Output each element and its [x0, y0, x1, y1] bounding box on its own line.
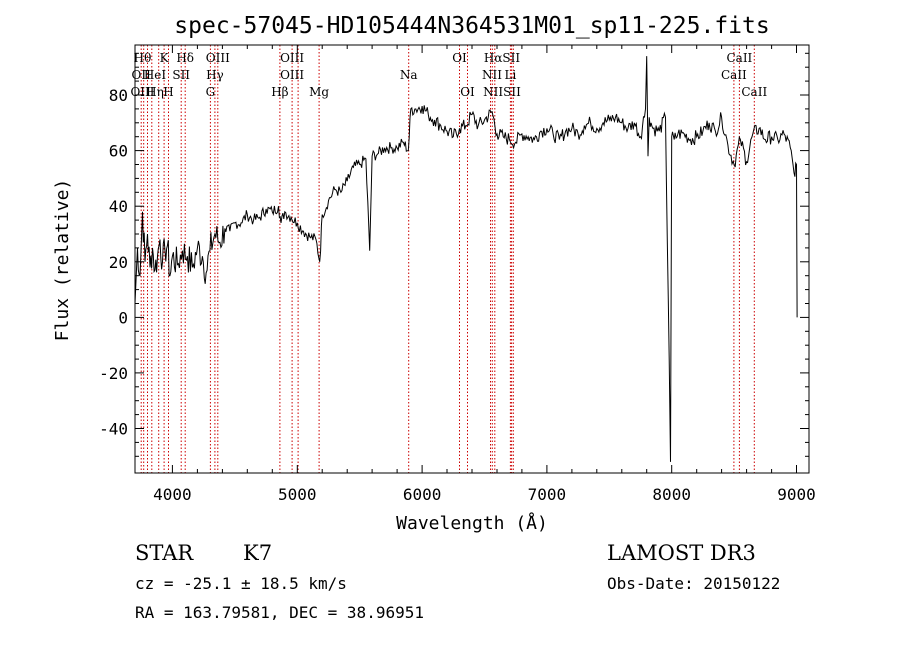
line-label: Hγ: [206, 68, 224, 82]
line-label: CaII: [726, 51, 752, 65]
y-axis-ticks: -40 -20 0 20 40 60 80: [99, 52, 809, 457]
line-label: NIISII: [483, 85, 521, 99]
x-tick-label: 8000: [652, 485, 691, 504]
x-tick-label: 5000: [278, 485, 317, 504]
line-label: Hδ: [176, 51, 194, 65]
line-label: K: [160, 51, 170, 65]
y-tick-label: 60: [109, 142, 128, 161]
line-label: Hβ: [271, 85, 288, 99]
line-label: CaII: [721, 68, 747, 82]
y-tick-label: -40: [99, 420, 128, 439]
line-label: H: [163, 85, 173, 99]
line-label: Li: [504, 68, 516, 82]
x-tick-label: 4000: [153, 485, 192, 504]
y-tick-label: 40: [109, 197, 128, 216]
y-tick-label: 20: [109, 253, 128, 272]
line-label: HeI: [144, 68, 167, 82]
survey-name: LAMOST DR3: [607, 541, 756, 565]
line-label: G: [206, 85, 216, 99]
spectral-line-markers: [140, 45, 755, 473]
y-tick-label: 80: [109, 86, 128, 105]
line-label: SII: [172, 68, 190, 82]
line-label: Hη: [146, 85, 164, 99]
subclass: K7: [243, 541, 272, 565]
line-label: CaII: [741, 85, 767, 99]
line-label: OIII: [280, 51, 304, 65]
x-axis-label: Wavelength (Å): [396, 512, 548, 534]
line-label: Hθ: [134, 51, 152, 65]
object-class: STAR: [135, 541, 194, 565]
line-label: OIII: [206, 51, 230, 65]
line-label: OI: [460, 85, 475, 99]
spectrum-line: [134, 56, 798, 462]
chart-title: spec-57045-HD105444N364531M01_sp11-225.f…: [174, 13, 769, 39]
line-label: OIII: [280, 68, 304, 82]
line-label: NII: [482, 68, 502, 82]
obs-date: Obs-Date: 20150122: [607, 574, 780, 593]
y-tick-label: -20: [99, 364, 128, 383]
plot-frame: [134, 44, 810, 474]
line-label: Na: [400, 68, 418, 82]
x-tick-label: 9000: [777, 485, 816, 504]
x-tick-label: 7000: [528, 485, 567, 504]
x-axis-ticks: 4000 5000 6000 7000 8000 9000: [153, 45, 816, 504]
coordinates: RA = 163.79581, DEC = 38.96951: [135, 603, 424, 622]
line-label: OI: [452, 51, 467, 65]
x-tick-label: 6000: [403, 485, 442, 504]
y-axis-label: Flux (relative): [52, 179, 73, 342]
redshift-text: cz = -25.1 ± 18.5 km/s: [135, 574, 347, 593]
line-label: HαSII: [484, 51, 521, 65]
y-tick-label: 0: [118, 308, 128, 327]
line-label: Mg: [309, 85, 329, 99]
line-label: OII: [132, 68, 152, 82]
